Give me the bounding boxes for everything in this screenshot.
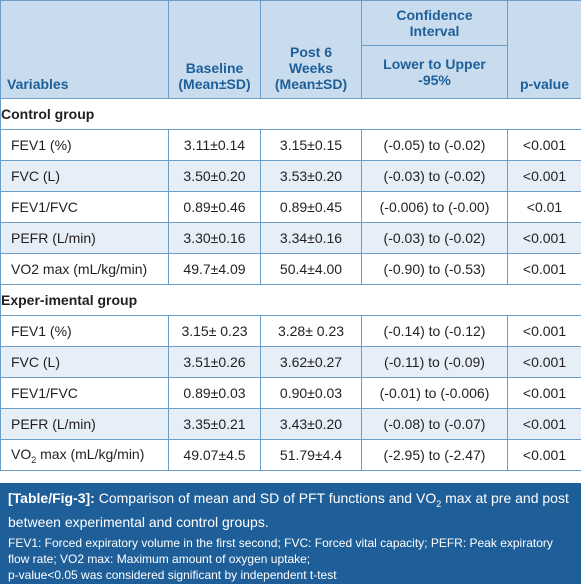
cell-ci: (-0.11) to (-0.09): [361, 346, 508, 378]
cell-ci: (-0.08) to (-0.07): [361, 408, 508, 440]
cell-baseline: 3.15± 0.23: [168, 315, 261, 347]
cell-variable: FEV1 (%): [0, 315, 169, 347]
cell-variable: FEV1 (%): [0, 129, 169, 161]
header-post-line1: Post 6: [289, 44, 332, 60]
header-ci-line2: Interval: [409, 23, 460, 39]
cell-post: 3.34±0.16: [260, 222, 362, 254]
cell-variable: FEV1/FVC: [0, 191, 169, 223]
cell-baseline: 3.30±0.16: [168, 222, 261, 254]
cell-p-value: <0.001: [507, 346, 581, 378]
cell-baseline: 3.11±0.14: [168, 129, 261, 161]
cell-variable: FVC (L): [0, 160, 169, 192]
cell-post: 0.90±0.03: [260, 377, 362, 409]
cell-post: 0.89±0.45: [260, 191, 362, 223]
cell-variable: VO2 max (mL/kg/min): [0, 253, 169, 285]
cell-ci: (-0.006) to (-0.00): [361, 191, 508, 223]
cell-ci: (-0.90) to (-0.53): [361, 253, 508, 285]
cell-p-value: <0.001: [507, 222, 581, 254]
header-baseline: Baseline (Mean±SD): [168, 0, 261, 99]
cell-variable: PEFR (L/min): [0, 408, 169, 440]
cell-p-value: <0.001: [507, 408, 581, 440]
vo-max-unit: max (mL/kg/min): [36, 445, 145, 462]
cell-ci: (-0.01) to (-0.006): [361, 377, 508, 409]
subscript-2: 2: [31, 454, 37, 465]
table-row: VO2 max (mL/kg/min) 49.07±4.5 51.79±4.4 …: [0, 439, 581, 471]
header-ci-lower-upper: Lower to Upper -95%: [361, 45, 508, 99]
cell-baseline: 0.89±0.46: [168, 191, 261, 223]
cell-post: 3.15±0.15: [260, 129, 362, 161]
table-row: PEFR (L/min) 3.35±0.21 3.43±0.20 (-0.08)…: [0, 408, 581, 440]
cell-ci: (-0.03) to (-0.02): [361, 160, 508, 192]
cell-ci: (-0.05) to (-0.02): [361, 129, 508, 161]
cell-ci: (-0.14) to (-0.12): [361, 315, 508, 347]
caption-subscript: 2: [436, 498, 442, 509]
cell-post: 51.79±4.4: [260, 439, 362, 471]
cell-baseline: 3.51±0.26: [168, 346, 261, 378]
cell-ci: (-2.95) to (-2.47): [361, 439, 508, 471]
header-ci-sub-line2: -95%: [418, 72, 451, 88]
caption-label: [Table/Fig-3]:: [8, 490, 95, 506]
cell-p-value: <0.001: [507, 160, 581, 192]
cell-post: 3.53±0.20: [260, 160, 362, 192]
cell-variable: FEV1/FVC: [0, 377, 169, 409]
cell-post: 3.28± 0.23: [260, 315, 362, 347]
header-confidence-interval: Confidence Interval: [361, 0, 508, 46]
cell-p-value: <0.001: [507, 315, 581, 347]
caption-main: [Table/Fig-3]: Comparison of mean and SD…: [8, 489, 573, 531]
cell-post: 50.4±4.00: [260, 253, 362, 285]
cell-p-value: <0.001: [507, 377, 581, 409]
table-row: PEFR (L/min) 3.30±0.16 3.34±0.16 (-0.03)…: [0, 222, 581, 254]
cell-p-value: <0.001: [507, 129, 581, 161]
cell-baseline: 49.7±4.09: [168, 253, 261, 285]
cell-post: 3.43±0.20: [260, 408, 362, 440]
table-row: FEV1/FVC 0.89±0.03 0.90±0.03 (-0.01) to …: [0, 377, 581, 409]
cell-baseline: 0.89±0.03: [168, 377, 261, 409]
caption-note-abbreviations: FEV1: Forced expiratory volume in the fi…: [8, 535, 553, 566]
figure-caption: [Table/Fig-3]: Comparison of mean and SD…: [0, 483, 581, 584]
cell-baseline: 3.50±0.20: [168, 160, 261, 192]
pft-comparison-table: Variables Baseline (Mean±SD) Post 6 Week…: [0, 0, 581, 471]
header-post-line3: (Mean±SD): [274, 76, 348, 92]
header-baseline-line1: Baseline: [185, 60, 244, 76]
group-title-experimental: Exper-imental group: [0, 284, 581, 316]
cell-p-value: <0.01: [507, 191, 581, 223]
table-row: FVC (L) 3.51±0.26 3.62±0.27 (-0.11) to (…: [0, 346, 581, 378]
vo-text: VO: [11, 445, 32, 462]
cell-post: 3.62±0.27: [260, 346, 362, 378]
table-row: FEV1 (%) 3.15± 0.23 3.28± 0.23 (-0.14) t…: [0, 315, 581, 347]
cell-baseline: 3.35±0.21: [168, 408, 261, 440]
table-row: FVC (L) 3.50±0.20 3.53±0.20 (-0.03) to (…: [0, 160, 581, 192]
header-post-line2: Weeks: [288, 60, 334, 76]
caption-note-significance: p-value<0.05 was considered significant …: [8, 567, 337, 582]
caption-text-pre: Comparison of mean and SD of PFT functio…: [94, 490, 437, 506]
cell-variable: FVC (L): [0, 346, 169, 378]
cell-ci: (-0.03) to (-0.02): [361, 222, 508, 254]
caption-text-post: max at pre and post between experimental…: [8, 490, 569, 530]
cell-p-value: <0.001: [507, 253, 581, 285]
header-ci-line1: Confidence: [396, 7, 473, 23]
header-variables: Variables: [0, 0, 169, 99]
group-title-control: Control group: [0, 98, 581, 130]
table-row: VO2 max (mL/kg/min) 49.7±4.09 50.4±4.00 …: [0, 253, 581, 285]
cell-variable: VO2 max (mL/kg/min): [0, 439, 169, 471]
header-p-value: p-value: [507, 0, 581, 99]
header-baseline-line2: (Mean±SD): [178, 76, 251, 92]
table-row: FEV1/FVC 0.89±0.46 0.89±0.45 (-0.006) to…: [0, 191, 581, 223]
header-ci-sub-line1: Lower to Upper: [383, 56, 486, 72]
cell-variable: PEFR (L/min): [0, 222, 169, 254]
table-row: FEV1 (%) 3.11±0.14 3.15±0.15 (-0.05) to …: [0, 129, 581, 161]
header-post-6-weeks: Post 6 Weeks (Mean±SD): [260, 0, 362, 99]
cell-p-value: <0.001: [507, 439, 581, 471]
cell-baseline: 49.07±4.5: [168, 439, 261, 471]
